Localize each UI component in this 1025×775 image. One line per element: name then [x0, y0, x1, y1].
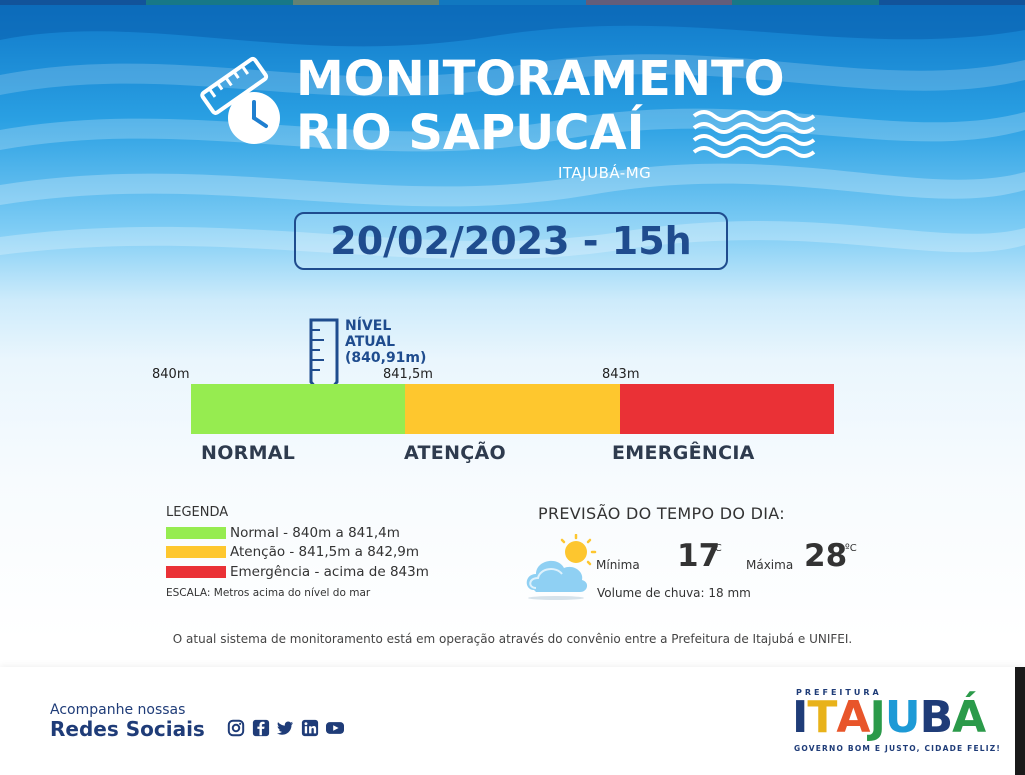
- current-level-value: (840,91m): [345, 350, 426, 366]
- agreement-note: O atual sistema de monitoramento está em…: [0, 632, 1025, 646]
- legend-text-normal: Normal - 840m a 841,4m: [230, 525, 400, 541]
- min-temp-label: Mínima: [596, 558, 640, 572]
- follow-text: Acompanhe nossas: [50, 702, 185, 718]
- brand-letter: B: [920, 694, 953, 742]
- current-level-line-1: NÍVEL: [345, 318, 426, 334]
- current-level-label: NÍVEL ATUAL (840,91m): [345, 318, 426, 366]
- legend-item-normal: Normal - 840m a 841,4m: [166, 525, 400, 541]
- linkedin-icon[interactable]: [300, 719, 320, 737]
- level-name-atencao: ATENÇÃO: [404, 442, 506, 464]
- social-heading: Redes Sociais: [50, 717, 205, 741]
- brand-letter: A: [836, 694, 869, 742]
- max-temp-value: 28: [804, 538, 847, 574]
- twitter-icon[interactable]: [275, 719, 295, 737]
- instagram-icon[interactable]: [226, 719, 246, 737]
- legend-swatch-atencao: [166, 546, 226, 558]
- brand-letter: J: [869, 694, 884, 742]
- legend-text-atencao: Atenção - 841,5m a 842,9m: [230, 544, 419, 560]
- legend-item-atencao: Atenção - 841,5m a 842,9m: [166, 544, 419, 560]
- min-temp-unit: ºC: [710, 543, 722, 554]
- rain-volume: Volume de chuva: 18 mm: [597, 586, 751, 600]
- brand-letter: I: [792, 694, 807, 742]
- brand-letter: U: [885, 694, 920, 742]
- max-temp-unit: ºC: [845, 543, 857, 554]
- brand-logo: ITAJUBÁ: [792, 694, 985, 742]
- partly-cloudy-icon: [524, 534, 598, 600]
- legend-title: LEGENDA: [166, 505, 228, 520]
- level-name-normal: NORMAL: [201, 442, 295, 464]
- bar-atencao: [405, 384, 620, 434]
- legend-item-emergencia: Emergência - acima de 843m: [166, 564, 429, 580]
- bar-normal: [191, 384, 405, 434]
- water-waves-icon: [692, 108, 818, 162]
- brand-letter: T: [807, 694, 836, 742]
- title-line-1: MONITORAMENTO: [296, 52, 785, 106]
- city-label: ITAJUBÁ-MG: [558, 164, 651, 182]
- facebook-icon[interactable]: [251, 719, 271, 737]
- scale-high-label: 843m: [602, 367, 639, 382]
- legend-swatch-emergencia: [166, 566, 226, 578]
- brand-letter: Á: [952, 694, 985, 742]
- footer-edge: [1015, 667, 1025, 775]
- level-name-emergencia: EMERGÊNCIA: [612, 442, 755, 464]
- current-level-line-2: ATUAL: [345, 334, 426, 350]
- legend-text-emergencia: Emergência - acima de 843m: [230, 564, 429, 580]
- scale-note: ESCALA: Metros acima do nível do mar: [166, 587, 370, 599]
- ruler-clock-icon: [196, 52, 282, 148]
- max-temp-label: Máxima: [746, 558, 793, 572]
- date-time-box: 20/02/2023 - 15h: [294, 212, 728, 270]
- brand-slogan: GOVERNO BOM E JUSTO, CIDADE FELIZ!: [794, 744, 1001, 753]
- bar-emergencia: [620, 384, 834, 434]
- youtube-icon[interactable]: [325, 719, 345, 737]
- scale-mid-label: 841,5m: [383, 367, 433, 382]
- forecast-title: PREVISÃO DO TEMPO DO DIA:: [538, 504, 785, 523]
- legend-swatch-normal: [166, 527, 226, 539]
- scale-start-label: 840m: [152, 367, 189, 382]
